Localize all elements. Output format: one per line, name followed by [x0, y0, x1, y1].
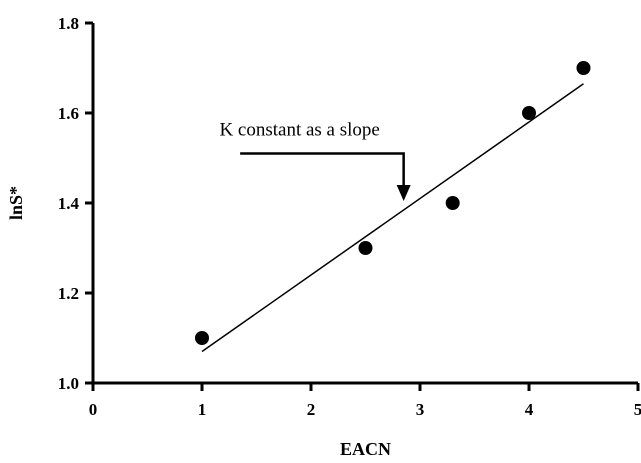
data-point — [522, 106, 536, 120]
y-tick-label: 1.6 — [58, 104, 79, 123]
arrow-down-icon — [396, 185, 411, 201]
axes — [91, 23, 638, 385]
x-axis-title: EACN — [340, 439, 391, 459]
data-points — [195, 61, 591, 345]
annotation-arrow-line — [240, 152, 405, 187]
y-tick-label: 1.8 — [58, 14, 79, 33]
y-tick-label: 1.2 — [58, 284, 79, 303]
data-point — [445, 196, 460, 210]
x-tick-label: 2 — [307, 400, 316, 419]
x-tick-label: 0 — [89, 400, 98, 419]
y-axis-title: lnS* — [6, 186, 26, 220]
data-point — [195, 331, 209, 345]
y-tick-label: 1.4 — [58, 194, 80, 213]
annotation-label: K constant as a slope — [219, 120, 379, 141]
x-axis-ticks: 0 1 2 3 4 5 — [89, 383, 641, 419]
data-point — [576, 61, 591, 75]
x-tick-label: 4 — [525, 400, 534, 419]
x-tick-label: 3 — [416, 400, 425, 419]
x-tick-label: 5 — [634, 400, 641, 419]
annotation: K constant as a slope — [219, 120, 411, 201]
y-tick-label: 1.0 — [58, 374, 79, 393]
trend-line — [201, 83, 584, 353]
x-tick-label: 1 — [198, 400, 207, 419]
y-axis-ticks: 1.0 1.2 1.4 1.6 1.8 — [58, 14, 93, 393]
data-point — [358, 241, 373, 255]
